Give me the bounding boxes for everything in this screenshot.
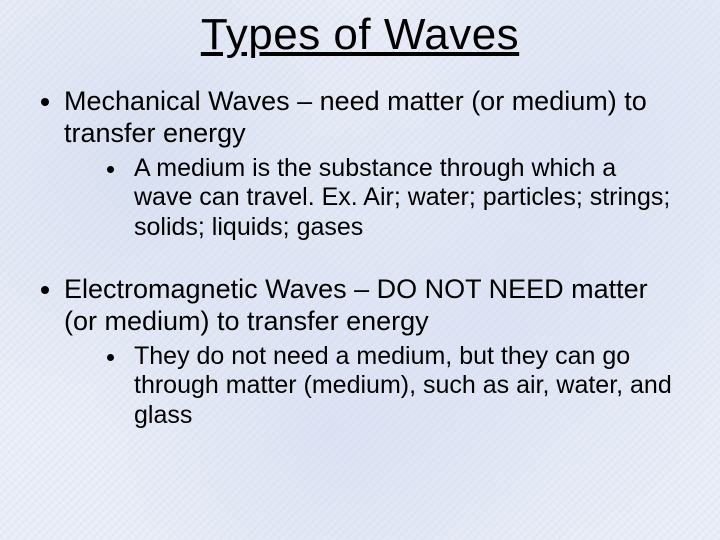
sub-bullet-text: A medium is the substance through which … (134, 154, 670, 241)
bullet-item: Electromagnetic Waves – DO NOT NEED matt… (64, 274, 684, 430)
bullet-item: Mechanical Waves – need matter (or mediu… (64, 86, 684, 242)
sub-bullet-text: They do not need a medium, but they can … (134, 342, 672, 429)
sub-bullet-list: They do not need a medium, but they can … (64, 342, 684, 431)
slide: Types of Waves Mechanical Waves – need m… (0, 0, 720, 540)
bullet-list: Electromagnetic Waves – DO NOT NEED matt… (36, 274, 684, 430)
slide-title: Types of Waves (36, 10, 684, 60)
sub-bullet-list: A medium is the substance through which … (64, 154, 684, 243)
bullet-list: Mechanical Waves – need matter (or mediu… (36, 86, 684, 242)
bullet-text: Mechanical Waves – need matter (or mediu… (64, 86, 647, 148)
spacer (36, 248, 684, 274)
sub-bullet-item: They do not need a medium, but they can … (128, 342, 684, 431)
sub-bullet-item: A medium is the substance through which … (128, 154, 684, 243)
bullet-text: Electromagnetic Waves – DO NOT NEED matt… (64, 274, 648, 336)
